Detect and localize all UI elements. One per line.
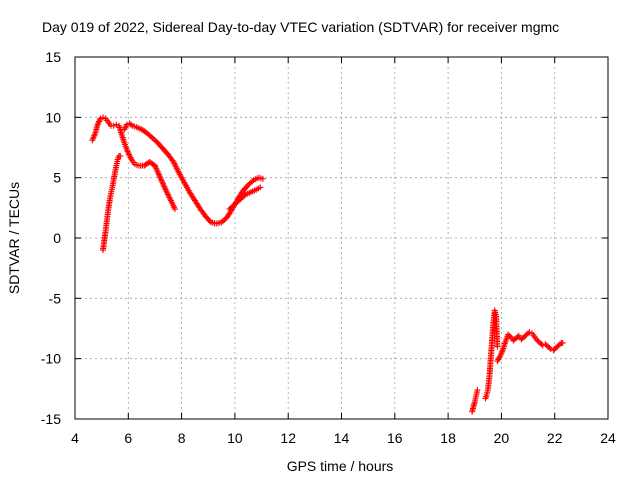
data-point xyxy=(97,115,104,122)
grid xyxy=(75,57,608,419)
x-tick-label: 6 xyxy=(124,430,132,446)
data-point xyxy=(557,341,564,348)
chart-title: Day 019 of 2022, Sidereal Day-to-day VTE… xyxy=(42,19,559,35)
y-tick-label: 10 xyxy=(45,109,61,125)
data-point xyxy=(514,333,521,340)
series-trace-4 xyxy=(226,184,264,213)
data-point xyxy=(259,175,266,182)
y-tick-label: 5 xyxy=(53,170,61,186)
data-point xyxy=(110,122,117,129)
data-point xyxy=(249,178,256,185)
x-tick-label: 22 xyxy=(547,430,563,446)
series-trace-1 xyxy=(89,114,178,213)
x-tick-label: 14 xyxy=(334,430,350,446)
data-point xyxy=(117,152,124,159)
series-trace-3 xyxy=(121,120,266,227)
data-point xyxy=(127,121,134,128)
data-point xyxy=(474,387,481,394)
y-tick-label: 0 xyxy=(53,230,61,246)
y-tick-label: 15 xyxy=(45,49,61,65)
x-tick-label: 8 xyxy=(178,430,186,446)
data-markers xyxy=(89,114,566,415)
y-tick-label: -5 xyxy=(49,290,62,306)
data-point xyxy=(546,344,553,351)
data-point xyxy=(506,332,513,339)
y-tick-label: -15 xyxy=(41,411,61,427)
series-trace-5 xyxy=(469,387,481,415)
x-tick-label: 4 xyxy=(71,430,79,446)
series-trace-7 xyxy=(494,329,566,365)
x-tick-label: 18 xyxy=(440,430,456,446)
data-point xyxy=(241,192,248,199)
data-point xyxy=(171,206,178,213)
x-axis-label: GPS time / hours xyxy=(287,458,394,474)
x-tick-label: 24 xyxy=(600,430,616,446)
axis-ticks xyxy=(74,56,609,420)
data-point xyxy=(99,114,106,121)
data-point xyxy=(526,329,533,336)
series-trace-6 xyxy=(482,307,501,402)
x-tick-label: 20 xyxy=(494,430,510,446)
series-trace-2 xyxy=(99,152,124,254)
x-tick-label: 16 xyxy=(387,430,403,446)
data-point xyxy=(257,184,264,191)
data-point xyxy=(113,121,120,128)
data-point xyxy=(494,343,501,350)
y-axis-label: SDTVAR / TECUs xyxy=(6,182,22,294)
data-point xyxy=(559,339,566,346)
x-tick-label: 12 xyxy=(280,430,296,446)
y-tick-labels: -15 -10 -5 0 5 10 15 xyxy=(41,49,61,427)
y-tick-label: -10 xyxy=(41,351,61,367)
x-tick-label: 10 xyxy=(227,430,243,446)
x-tick-labels: 4 6 8 10 12 14 16 18 20 22 24 xyxy=(71,430,616,446)
